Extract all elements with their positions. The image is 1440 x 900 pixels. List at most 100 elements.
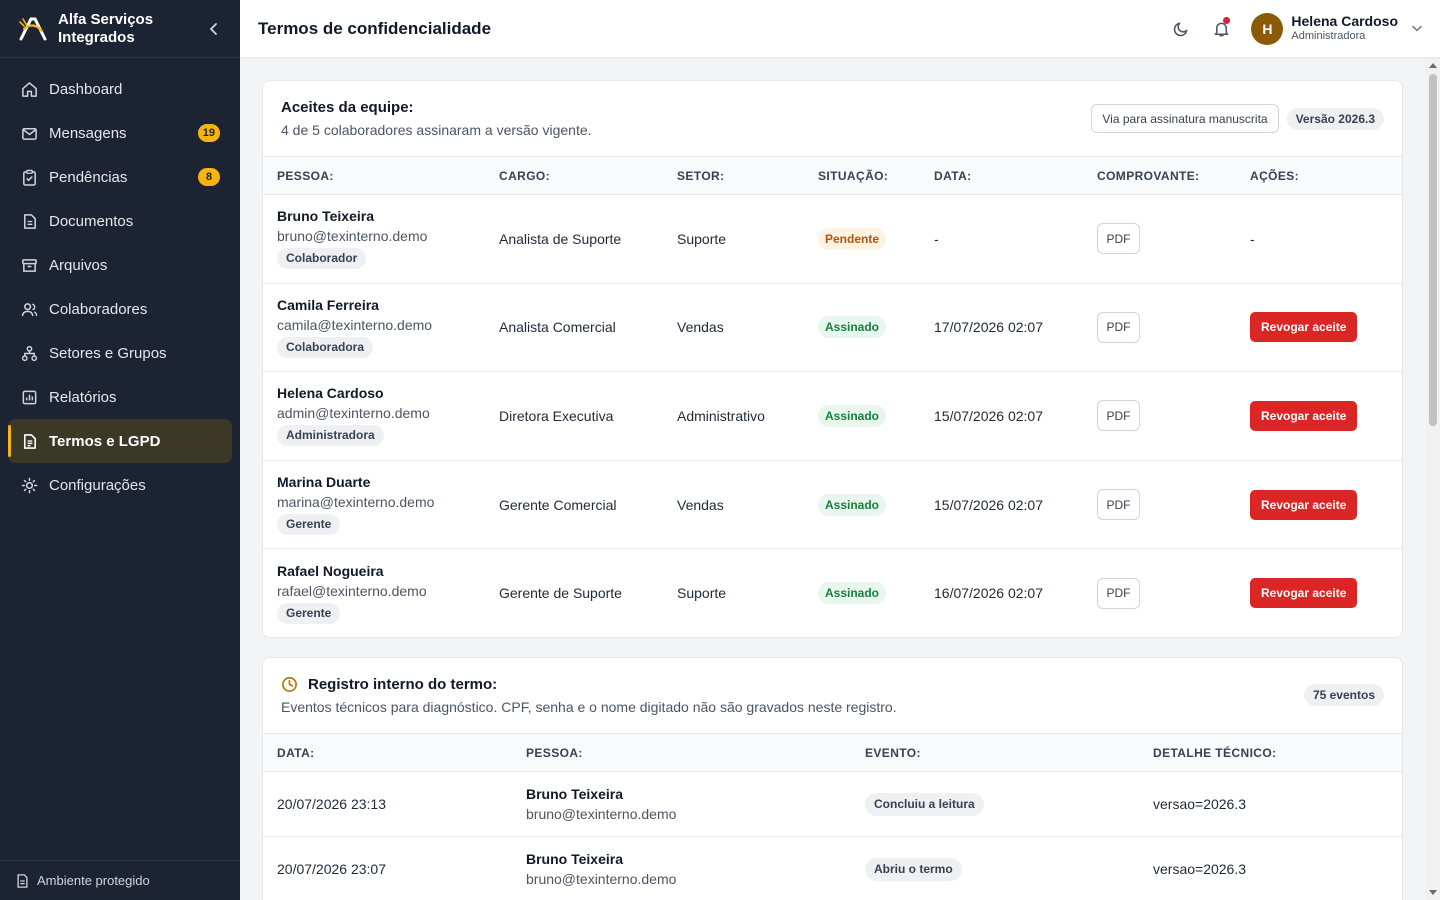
status-badge: Assinado: [818, 493, 887, 516]
column-header: EVENTO:: [851, 733, 1139, 772]
manual-signature-button[interactable]: Via para assinatura manuscrita: [1091, 104, 1279, 133]
sidebar-item-termos-lgpd[interactable]: Termos e LGPD: [8, 419, 232, 463]
person-cell: Bruno Teixeira bruno@texinterno.demo: [512, 771, 851, 837]
person-cell: Bruno Teixeira bruno@texinterno.demo Colab…: [263, 194, 485, 284]
users-icon: [20, 300, 38, 318]
pdf-button[interactable]: PDF: [1097, 577, 1140, 609]
user-name: Helena Cardoso: [1291, 12, 1398, 29]
document-text-icon: [20, 432, 38, 450]
clock-icon: [282, 677, 297, 692]
card-title-text: Registro interno do termo:: [308, 676, 498, 693]
sidebar-item-colaboradores[interactable]: Colaboradores: [8, 287, 232, 331]
column-header: PESSOA:: [512, 733, 851, 772]
scroll-down-arrow-icon[interactable]: [1429, 890, 1437, 895]
sector-cell: Suporte: [663, 194, 804, 284]
table-header-row: PESSOA: CARGO: SETOR: SITUAÇÃO: DATA: CO…: [263, 156, 1402, 195]
table-row: 20/07/2026 23:07 Bruno Teixeira bruno@tex…: [263, 836, 1402, 900]
status-badge: Pendente: [818, 227, 887, 250]
receipt-cell: PDF: [1083, 371, 1236, 461]
position-cell: Analista de Suporte: [485, 194, 663, 284]
main-content: Aceites da equipe: 4 de 5 colaboradores …: [240, 58, 1426, 900]
actions-cell: Revogar aceite: [1236, 549, 1402, 637]
sidebar-item-dashboard[interactable]: Dashboard: [8, 67, 232, 111]
role-chip: Gerente: [277, 514, 341, 536]
chevron-down-icon[interactable]: [1412, 25, 1422, 32]
card-header: Aceites da equipe: 4 de 5 colaboradores …: [263, 81, 1402, 156]
pdf-button[interactable]: PDF: [1097, 311, 1140, 343]
table-row: Camila Ferreira camila@texinterno.demo Col…: [263, 283, 1402, 373]
person-name: Helena Cardoso: [277, 385, 384, 402]
sidebar: Alfa Serviços Integrados Dashboard Mensa…: [0, 0, 240, 900]
term-log-card: Registro interno do termo: Eventos técni…: [262, 657, 1403, 900]
moon-icon: [1173, 22, 1188, 37]
mail-icon: [20, 124, 38, 142]
sidebar-item-arquivos[interactable]: Arquivos: [8, 243, 232, 287]
card-title: Registro interno do termo:: [281, 676, 1384, 693]
person-email: marina@texinterno.demo: [277, 494, 435, 511]
sidebar-item-label: Dashboard: [49, 80, 123, 98]
column-header: CARGO:: [485, 156, 663, 195]
date-cell: 17/07/2026 02:07: [920, 283, 1083, 373]
sidebar-item-configuracoes[interactable]: Configurações: [8, 463, 232, 507]
chevron-left-icon: [210, 22, 217, 35]
user-menu[interactable]: Helena Cardoso Administradora: [1291, 12, 1398, 44]
pending-count-badge: 8: [198, 168, 220, 186]
revoke-acceptance-button[interactable]: Revogar aceite: [1250, 312, 1358, 343]
column-header: SITUAÇÃO:: [804, 156, 920, 195]
card-subtitle: Eventos técnicos para diagnóstico. CPF, …: [281, 699, 897, 715]
status-badge: Assinado: [818, 316, 887, 339]
dark-mode-toggle[interactable]: [1165, 13, 1197, 45]
card-title: Aceites da equipe:: [281, 99, 414, 116]
sector-cell: Suporte: [677, 585, 727, 602]
sector-cell: Administrativo: [663, 371, 804, 461]
table-row: Bruno Teixeira bruno@texinterno.demo Colab…: [263, 194, 1402, 284]
column-header: SETOR:: [663, 156, 804, 195]
receipt-cell: PDF: [1083, 283, 1236, 373]
date-cell: 16/07/2026 02:07: [934, 585, 1043, 602]
sidebar-item-label: Documentos: [49, 212, 134, 230]
sidebar-footer: Ambiente protegido: [0, 860, 240, 900]
collapse-sidebar-button[interactable]: [202, 17, 226, 41]
date-cell: -: [920, 194, 1083, 284]
scroll-up-arrow-icon[interactable]: [1429, 63, 1437, 68]
scrollbar-thumb[interactable]: [1429, 74, 1437, 426]
sidebar-item-pendencias[interactable]: Pendências 8: [8, 155, 232, 199]
position-cell: Gerente de Suporte: [499, 585, 622, 602]
sidebar-item-label: Arquivos: [49, 256, 108, 274]
page-scrollbar[interactable]: [1426, 58, 1440, 900]
table-row: Marina Duarte marina@texinterno.demo Geren…: [263, 460, 1402, 550]
pdf-button[interactable]: PDF: [1097, 400, 1140, 432]
card-subtitle: 4 de 5 colaboradores assinaram a versão …: [281, 122, 592, 138]
brand-name-line2: Integrados: [58, 28, 135, 46]
pdf-button[interactable]: PDF: [1097, 223, 1140, 255]
revoke-acceptance-button[interactable]: Revogar aceite: [1250, 578, 1358, 609]
column-header: PESSOA:: [263, 156, 485, 195]
status-cell: Assinado: [804, 283, 920, 373]
revoke-acceptance-button[interactable]: Revogar aceite: [1250, 489, 1358, 520]
actions-cell: Revogar aceite: [1236, 283, 1402, 373]
notifications-button[interactable]: [1205, 13, 1237, 45]
home-icon: [20, 80, 38, 98]
sidebar-item-mensagens[interactable]: Mensagens 19: [8, 111, 232, 155]
column-header: DATA:: [920, 156, 1083, 195]
status-badge: Assinado: [818, 404, 887, 427]
person-email: camila@texinterno.demo: [277, 316, 433, 333]
role-chip: Administradora: [277, 425, 384, 447]
table-header-row: DATA: PESSOA: EVENTO: DETALHE TÉCNICO:: [263, 733, 1402, 772]
column-header: AÇÕES:: [1236, 156, 1402, 195]
person-name: Marina Duarte: [277, 474, 371, 491]
revoke-acceptance-button[interactable]: Revogar aceite: [1250, 400, 1358, 431]
pdf-button[interactable]: PDF: [1097, 489, 1140, 521]
date-cell: 20/07/2026 23:07: [263, 836, 512, 900]
position-cell: Diretora Executiva: [485, 371, 663, 461]
avatar[interactable]: H: [1251, 12, 1284, 45]
receipt-cell: PDF: [1083, 549, 1236, 637]
sidebar-item-setores-grupos[interactable]: Setores e Grupos: [8, 331, 232, 375]
sidebar-item-documentos[interactable]: Documentos: [8, 199, 232, 243]
person-cell: Camila Ferreira camila@texinterno.demo Col…: [263, 283, 485, 373]
sidebar-item-relatorios[interactable]: Relatórios: [8, 375, 232, 419]
brand-logo-icon: [16, 12, 50, 46]
brand-name: Alfa Serviços Integrados: [58, 11, 188, 47]
sidebar-item-label: Configurações: [49, 476, 146, 494]
sidebar-item-label: Relatórios: [49, 388, 117, 406]
